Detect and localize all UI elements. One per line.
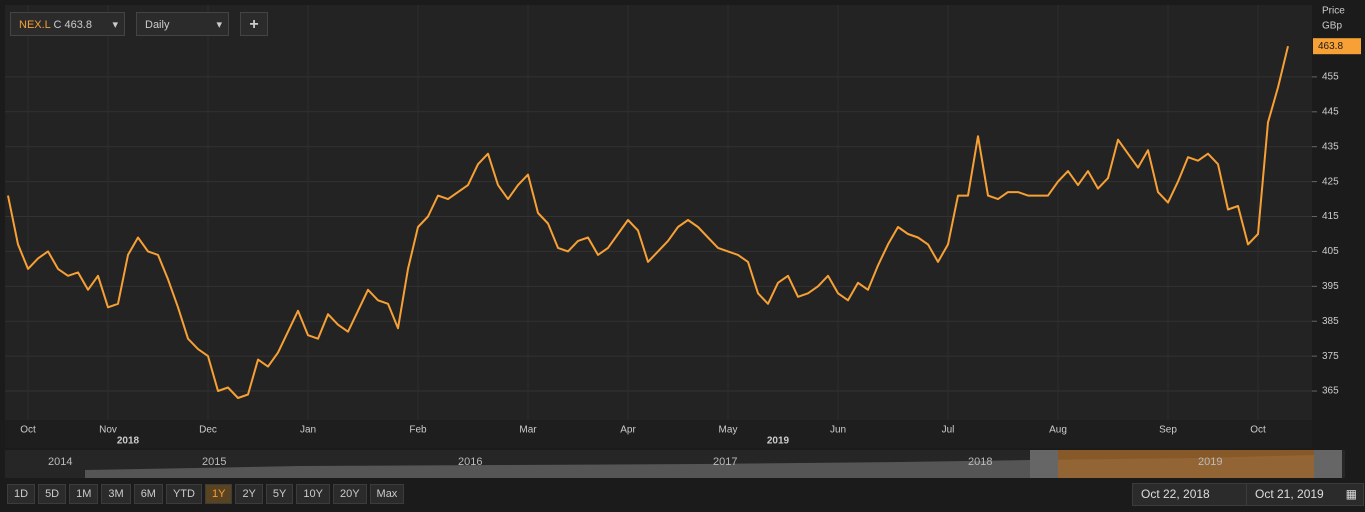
y-tick-label: 375 xyxy=(1322,351,1339,362)
interval: Daily xyxy=(145,19,170,31)
navigator-year: 2019 xyxy=(1198,456,1223,468)
date-to-text: Oct 21, 2019 xyxy=(1255,487,1324,501)
quote: C 463.8 xyxy=(53,19,92,31)
navigator-year: 2014 xyxy=(48,456,73,468)
range-button[interactable]: YTD xyxy=(165,484,202,504)
y-tick-label: 395 xyxy=(1322,281,1339,292)
range-button[interactable]: 6M xyxy=(133,484,163,504)
range-buttons: 1D 5D 1M 3M 6M YTD 1Y 2Y 5Y 10Y 20Y Max xyxy=(7,484,405,504)
navigator-handle[interactable] xyxy=(1314,450,1342,478)
x-axis-strip xyxy=(5,420,1312,448)
range-button[interactable]: 5D xyxy=(38,484,67,504)
y-tick-label: 425 xyxy=(1322,176,1339,187)
x-tick-label: Jun xyxy=(830,425,846,436)
x-tick-label: Oct xyxy=(1250,425,1266,436)
date-to[interactable]: Oct 21, 2019 ▦ xyxy=(1246,483,1364,506)
navigator-selection[interactable] xyxy=(1030,450,1330,478)
range-button[interactable]: 5Y xyxy=(265,484,294,504)
y-axis-title: Price xyxy=(1322,6,1345,17)
navigator-year: 2016 xyxy=(458,456,483,468)
x-tick-label: Aug xyxy=(1049,425,1067,436)
navigator-year: 2018 xyxy=(968,456,993,468)
range-button[interactable]: 1Y xyxy=(204,484,233,504)
date-from-text: Oct 22, 2018 xyxy=(1141,487,1210,501)
symbol-box[interactable]: NEX.L C 463.8 ▾ xyxy=(10,12,125,36)
symbol: NEX.L xyxy=(19,19,51,31)
y-tick-label: 405 xyxy=(1322,246,1339,257)
range-button[interactable]: 1M xyxy=(69,484,99,504)
x-tick-label: Mar xyxy=(519,425,537,436)
x-tick-label: Feb xyxy=(409,425,427,436)
y-tick-label: 415 xyxy=(1322,211,1339,222)
x-tick-label: May xyxy=(719,425,738,436)
navigator-handle[interactable] xyxy=(1030,450,1058,478)
x-tick-label: Jul xyxy=(942,425,955,436)
x-tick-label: Dec xyxy=(199,425,217,436)
x-year-label: 2018 xyxy=(117,436,140,447)
navigator-area xyxy=(85,455,1315,478)
price-line xyxy=(7,45,1289,399)
x-tick-label: Nov xyxy=(99,425,117,436)
x-tick-label: Sep xyxy=(1159,425,1177,436)
interval-select[interactable]: Daily ▾ xyxy=(136,12,229,36)
last-value-box xyxy=(1313,38,1361,55)
range-button[interactable]: Max xyxy=(369,484,405,504)
range-button[interactable]: 1D xyxy=(7,484,36,504)
y-tick-label: 445 xyxy=(1322,106,1339,117)
range-button[interactable]: 2Y xyxy=(235,484,263,504)
range-button[interactable]: 3M xyxy=(101,484,131,504)
navigator-year: 2017 xyxy=(713,456,738,468)
x-tick-label: Apr xyxy=(620,425,636,436)
x-tick-label: Oct xyxy=(20,425,36,436)
navigator-year: 2015 xyxy=(202,456,227,468)
x-year-label: 2019 xyxy=(767,436,790,447)
range-button[interactable]: 20Y xyxy=(332,484,367,504)
add-button[interactable]: + xyxy=(240,12,268,36)
range-button[interactable]: 10Y xyxy=(296,484,330,504)
y-tick-label: 455 xyxy=(1322,72,1339,83)
y-axis-unit: GBp xyxy=(1322,21,1342,32)
y-tick-label: 385 xyxy=(1322,316,1339,327)
last-value-label: 463.8 xyxy=(1318,41,1343,52)
y-tick-label: 435 xyxy=(1322,141,1339,152)
plot-area xyxy=(5,5,1312,420)
x-tick-label: Jan xyxy=(300,425,316,436)
y-tick-label: 365 xyxy=(1322,386,1339,397)
